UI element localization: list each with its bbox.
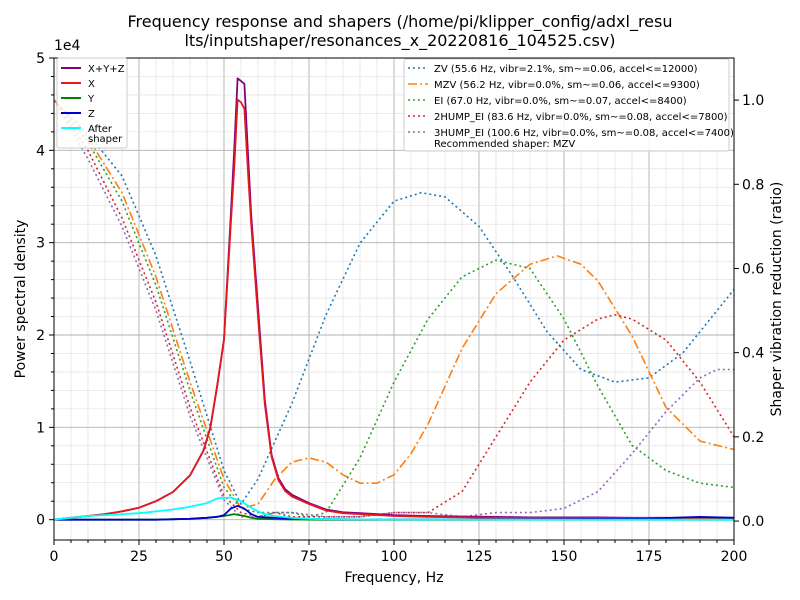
y-tick-label: 1 [36, 420, 45, 436]
x-tick-label: 75 [300, 549, 318, 565]
y-tick-label: 5 [36, 51, 45, 67]
x-tick-label: 25 [130, 549, 148, 565]
y-axis-ticks: 0 1 2 3 4 5 [36, 51, 54, 529]
y2-tick-label: 0.6 [742, 261, 764, 277]
legend-shaper-label: EI (67.0 Hz, vibr=0.0%, sm~=0.07, accel<… [434, 96, 687, 107]
legend-psd-label: Z [88, 109, 95, 120]
shaper-line-3 [54, 99, 734, 518]
legend-shapers: ZV (55.6 Hz, vibr=2.1%, sm~=0.06, accel<… [403, 58, 734, 152]
y2-tick-label: 0.8 [742, 177, 764, 193]
psd-curves [54, 77, 734, 521]
psd-line-1 [54, 98, 734, 521]
x-tick-label: 175 [636, 549, 663, 565]
legend-shaper-label: 2HUMP_EI (83.6 Hz, vibr=0.0%, sm~=0.08, … [434, 112, 728, 123]
chart-title-line2: lts/inputshaper/resonances_x_20220816_10… [184, 31, 615, 51]
y-tick-label: 3 [36, 236, 45, 252]
shaper-line-2 [54, 99, 734, 518]
legend-psd-label: Y [87, 94, 95, 105]
y-tick-label: 0 [36, 513, 45, 529]
psd-line-4 [54, 496, 734, 521]
x-tick-label: 125 [466, 549, 493, 565]
legend-shaper-label: 3HUMP_EI (100.6 Hz, vibr=0.0%, sm~=0.08,… [434, 128, 734, 139]
y2-axis-ticks: 0.0 0.2 0.4 0.6 0.8 1.0 [734, 93, 764, 530]
x-axis-ticks: 0 25 50 75 100 125 150 175 200 [50, 540, 748, 565]
legend-shaper-label: MZV (56.2 Hz, vibr=0.0%, sm~=0.06, accel… [434, 80, 700, 91]
x-tick-label: 50 [215, 549, 233, 565]
y2-tick-label: 0.4 [742, 346, 764, 362]
legend-psd-label: X+Y+Z [88, 64, 125, 75]
legend-shaper-label: ZV (55.6 Hz, vibr=2.1%, sm~=0.06, accel<… [434, 64, 698, 75]
x-tick-label: 100 [381, 549, 408, 565]
y-offset-text: 1e4 [54, 38, 81, 54]
x-tick-label: 150 [551, 549, 578, 565]
y2-tick-label: 0.0 [742, 514, 764, 530]
y-tick-label: 2 [36, 328, 45, 344]
y2-axis-label: Shaper vibration reduction (ratio) [769, 182, 785, 417]
y-axis-label: Power spectral density [13, 220, 29, 379]
x-axis-label: Frequency, Hz [344, 570, 443, 586]
shaper-line-1 [54, 99, 734, 510]
legend-psd-frame [56, 57, 128, 149]
y2-tick-label: 0.2 [742, 430, 764, 446]
chart-title-line1: Frequency response and shapers (/home/pi… [127, 12, 672, 32]
y2-tick-label: 1.0 [742, 93, 764, 109]
y-tick-label: 4 [36, 143, 45, 159]
legend-shapers-frame [403, 58, 730, 152]
recommended-shaper-text: Recommended shaper: MZV [434, 139, 575, 150]
legend-psd-label: After [88, 124, 113, 135]
x-tick-label: 200 [721, 549, 748, 565]
x-tick-label: 0 [50, 549, 59, 565]
legend-psd-label: X [88, 79, 95, 90]
legend-psd-label: shaper [88, 134, 123, 145]
